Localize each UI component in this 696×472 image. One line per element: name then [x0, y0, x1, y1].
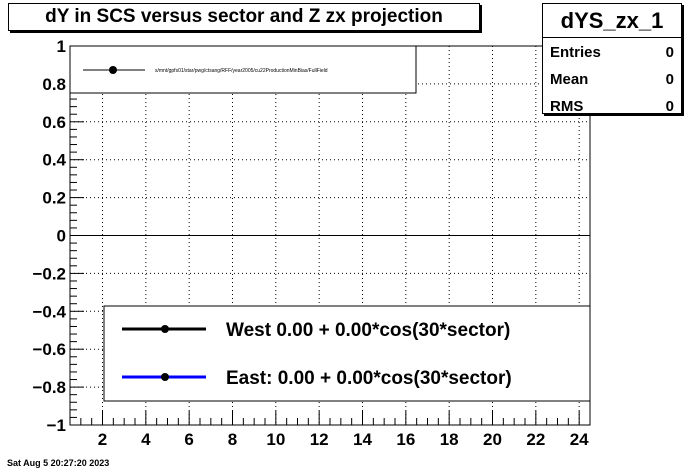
stats-label: RMS [550, 98, 584, 115]
y-tick-label: −1 [47, 416, 66, 435]
y-tick-label: 0.4 [42, 151, 66, 170]
x-tick-label: 20 [483, 430, 502, 449]
stats-histogram-name: dYS_zx_1 [543, 4, 681, 38]
x-tick-label: 14 [353, 430, 372, 449]
x-tick-label: 22 [526, 430, 545, 449]
x-tick-label: 6 [184, 430, 193, 449]
legend-top: s/mnt/gpfs01/star/pwg/ctsang/RFF/year200… [69, 45, 417, 94]
y-tick-label: −0.8 [32, 378, 66, 397]
x-tick-label: 4 [141, 430, 151, 449]
x-tick-label: 8 [228, 430, 237, 449]
y-tick-label: −0.2 [32, 264, 66, 283]
stats-row-entries: Entries 0 [543, 40, 681, 65]
stats-value: 0 [665, 44, 674, 61]
x-tick-label: 18 [440, 430, 459, 449]
legend-east-marker [161, 373, 169, 381]
stats-label: Entries [550, 44, 601, 61]
y-tick-label: 0.6 [42, 113, 66, 132]
chart-title: dY in SCS versus sector and Z zx project… [8, 3, 480, 31]
y-tick-label: 1 [57, 37, 66, 56]
x-tick-label: 24 [570, 430, 589, 449]
y-tick-label: −0.6 [32, 340, 66, 359]
y-tick-label: 0 [57, 227, 66, 246]
stats-row-mean: Mean 0 [543, 67, 681, 92]
y-tick-label: 0.2 [42, 189, 66, 208]
y-tick-label: 0.8 [42, 75, 66, 94]
timestamp: Sat Aug 5 20:27:20 2023 [7, 458, 110, 468]
stats-value: 0 [665, 98, 674, 115]
x-tick-label: 16 [396, 430, 415, 449]
legend-top-text: s/mnt/gpfs01/star/pwg/ctsang/RFF/year200… [155, 68, 328, 74]
stats-box: dYS_zx_1 Entries 0 Mean 0 RMS 0 [542, 3, 682, 115]
x-tick-label: 2 [98, 430, 107, 449]
stats-row-rms: RMS 0 [543, 94, 681, 119]
chart-title-text: dY in SCS versus sector and Z zx project… [45, 6, 443, 27]
x-tick-labels: 2 4 6 8 10 12 14 16 18 20 22 24 [98, 430, 589, 449]
legend-west-label: West 0.00 + 0.00*cos(30*sector) [226, 320, 510, 341]
y-tick-label: −0.4 [32, 302, 66, 321]
y-tick-labels: 1 0.8 0.6 0.4 0.2 0 −0.2 −0.4 −0.6 −0.8 −1 [32, 37, 66, 435]
legend-east-label: East: 0.00 + 0.00*cos(30*sector) [226, 368, 512, 389]
x-tick-label: 10 [266, 430, 285, 449]
legend-top-marker [109, 66, 117, 74]
legend-bottom: West 0.00 + 0.00*cos(30*sector) East: 0.… [103, 305, 591, 402]
x-tick-label: 12 [310, 430, 329, 449]
stats-value: 0 [665, 71, 674, 88]
legend-west-marker [161, 325, 169, 333]
stats-label: Mean [550, 71, 589, 88]
